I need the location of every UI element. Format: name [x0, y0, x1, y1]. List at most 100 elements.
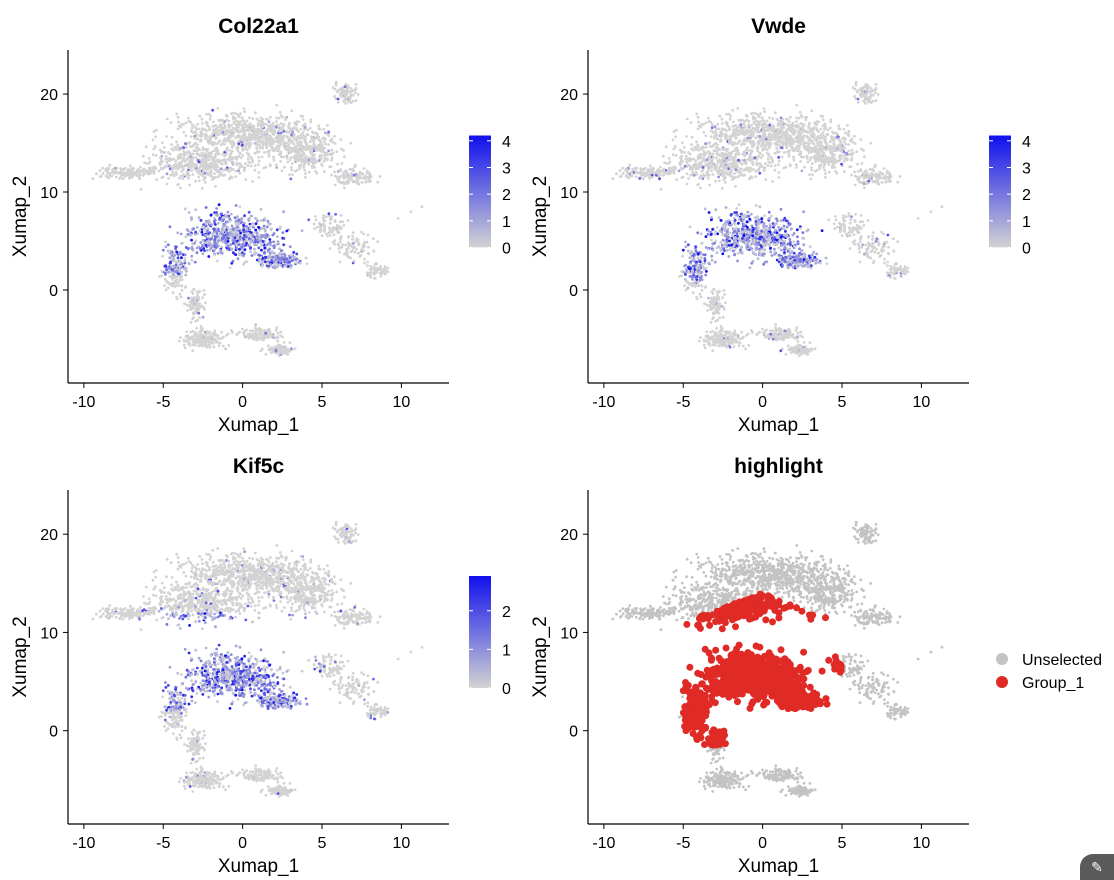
data-point	[261, 260, 264, 264]
data-point	[719, 135, 723, 138]
data-point	[166, 243, 170, 247]
data-point	[197, 344, 200, 348]
data-point	[232, 141, 236, 145]
data-point	[342, 186, 346, 190]
data-point	[319, 140, 322, 144]
data-point	[237, 142, 241, 146]
data-point	[721, 173, 724, 177]
data-point	[279, 155, 283, 159]
data-point	[318, 127, 322, 131]
data-point	[260, 248, 263, 252]
data-point	[298, 142, 302, 146]
data-point	[843, 170, 846, 174]
data-point	[181, 177, 185, 181]
data-point	[766, 148, 769, 152]
panel-title: Vwde	[751, 15, 806, 38]
data-point	[796, 140, 800, 144]
data-point	[201, 173, 205, 177]
data-point	[806, 160, 810, 164]
data-point	[237, 222, 241, 226]
data-point	[287, 138, 291, 142]
data-point	[253, 247, 256, 251]
data-point	[799, 155, 803, 159]
data-point	[204, 335, 207, 338]
data-point	[181, 265, 185, 269]
data-point	[330, 153, 334, 157]
data-point	[309, 120, 313, 124]
data-point	[200, 326, 204, 330]
data-point	[803, 146, 806, 150]
data-point	[214, 235, 217, 239]
data-point	[262, 224, 266, 228]
data-point	[141, 168, 144, 172]
data-point	[785, 146, 789, 150]
data-point	[798, 110, 802, 114]
data-point	[242, 228, 246, 232]
data-point	[283, 264, 286, 268]
data-point	[719, 138, 723, 142]
data-point	[735, 146, 738, 150]
data-point	[322, 146, 325, 150]
data-point	[354, 91, 357, 95]
data-point	[847, 130, 850, 134]
data-point	[314, 218, 318, 222]
data-point	[699, 186, 702, 190]
data-point	[839, 140, 842, 144]
data-point	[701, 158, 705, 162]
data-point	[243, 129, 247, 133]
data-point	[312, 222, 316, 226]
data-point	[180, 284, 184, 288]
data-point	[293, 347, 297, 351]
data-point	[330, 215, 333, 219]
data-point	[208, 117, 212, 121]
data-point	[714, 179, 717, 183]
data-point	[763, 168, 766, 171]
data-point	[175, 267, 179, 270]
data-point	[354, 82, 358, 86]
data-point	[224, 347, 228, 351]
data-point	[316, 225, 319, 229]
data-point	[261, 334, 265, 337]
data-point	[844, 142, 848, 146]
data-point	[291, 173, 294, 177]
data-point	[324, 138, 327, 141]
data-point	[720, 151, 724, 155]
data-point	[259, 244, 263, 248]
data-point	[750, 142, 753, 146]
data-point	[282, 341, 286, 344]
data-point	[777, 150, 781, 154]
data-point	[268, 149, 271, 153]
data-point	[372, 265, 376, 269]
data-point	[187, 119, 191, 123]
data-point	[270, 147, 274, 151]
data-point	[181, 158, 185, 162]
data-point	[164, 154, 168, 158]
data-point	[185, 270, 188, 273]
data-point	[213, 218, 217, 222]
data-point	[244, 162, 247, 166]
data-point	[303, 122, 307, 126]
data-point	[360, 180, 364, 184]
data-point	[819, 136, 823, 140]
data-point	[313, 227, 317, 231]
data-point	[195, 137, 199, 141]
data-point	[365, 271, 369, 275]
data-point	[235, 231, 239, 235]
data-point	[194, 239, 198, 243]
y-tick-label: 10	[40, 185, 58, 202]
data-point	[687, 177, 690, 180]
data-point	[342, 182, 346, 186]
data-point	[202, 243, 206, 246]
data-point	[191, 330, 195, 333]
data-point	[278, 110, 282, 114]
data-point	[165, 117, 169, 121]
data-point	[724, 154, 727, 158]
data-point	[151, 153, 155, 157]
data-point	[190, 126, 194, 130]
data-point	[302, 146, 305, 150]
data-point	[702, 122, 705, 126]
data-point	[771, 134, 774, 138]
data-point	[811, 162, 814, 166]
data-point	[339, 87, 342, 91]
data-point	[292, 134, 296, 138]
